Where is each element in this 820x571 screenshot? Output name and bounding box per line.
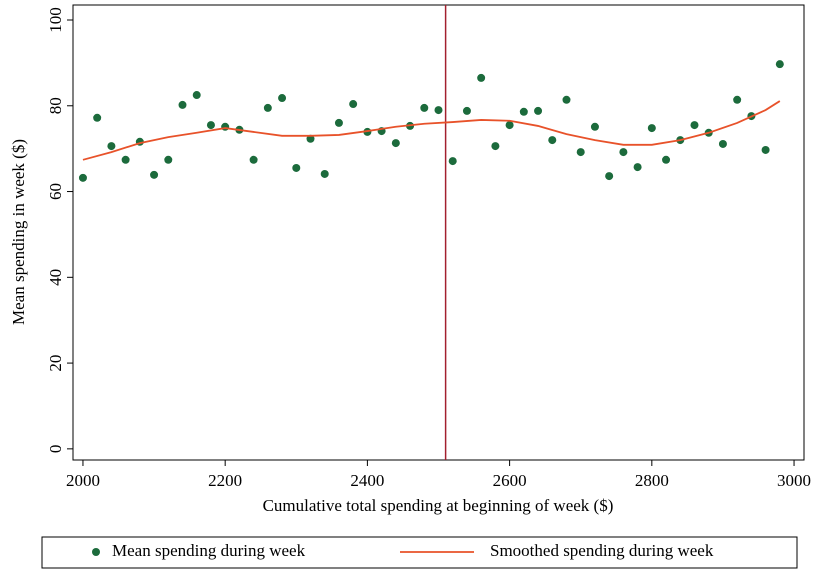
data-point xyxy=(164,155,173,164)
x-tick-label: 2000 xyxy=(66,471,100,490)
data-point xyxy=(278,94,287,103)
data-point xyxy=(448,157,457,166)
data-point xyxy=(320,169,329,178)
y-tick-label: 60 xyxy=(46,183,65,200)
data-point xyxy=(761,145,770,154)
data-point xyxy=(534,106,543,115)
data-point xyxy=(192,91,201,100)
y-tick-label: 100 xyxy=(46,7,65,32)
data-point xyxy=(462,106,471,115)
x-tick-label: 2200 xyxy=(208,471,242,490)
legend-label: Mean spending during week xyxy=(112,541,306,560)
data-point xyxy=(590,122,599,131)
data-point xyxy=(78,173,87,182)
legend-label: Smoothed spending during week xyxy=(490,541,714,560)
data-point xyxy=(775,60,784,69)
legend-box xyxy=(41,536,798,569)
data-point xyxy=(150,170,159,179)
y-tick-label: 0 xyxy=(46,445,65,454)
data-point xyxy=(206,121,215,130)
y-tick-label: 80 xyxy=(46,97,65,114)
x-tick-label: 2800 xyxy=(635,471,669,490)
data-point xyxy=(434,106,443,115)
data-point xyxy=(505,121,514,130)
data-point xyxy=(562,95,571,104)
plot-frame xyxy=(72,4,805,461)
data-point xyxy=(491,142,500,151)
data-point xyxy=(619,148,628,157)
data-point xyxy=(121,155,130,164)
data-point xyxy=(733,95,742,104)
data-point xyxy=(93,113,102,122)
data-point xyxy=(690,121,699,130)
data-point xyxy=(633,163,642,172)
data-point xyxy=(477,73,486,82)
data-point xyxy=(662,155,671,164)
y-axis-label: Mean spending in week ($) xyxy=(9,139,28,325)
data-point xyxy=(420,103,429,112)
data-point xyxy=(249,155,258,164)
x-tick-label: 3000 xyxy=(777,471,811,490)
data-point xyxy=(306,134,315,143)
x-tick-label: 2600 xyxy=(493,471,527,490)
data-point xyxy=(349,100,358,109)
data-point xyxy=(576,148,585,157)
smoothed-line xyxy=(82,100,781,161)
y-tick-label: 40 xyxy=(46,269,65,286)
y-tick-label: 20 xyxy=(46,355,65,372)
x-axis-label: Cumulative total spending at beginning o… xyxy=(263,496,614,515)
data-point xyxy=(519,107,528,116)
data-point xyxy=(178,100,187,109)
data-point xyxy=(107,142,116,151)
data-point xyxy=(263,103,272,112)
data-point xyxy=(548,136,557,145)
x-tick-label: 2400 xyxy=(350,471,384,490)
legend-marker xyxy=(92,548,100,556)
data-point xyxy=(718,139,727,148)
data-point xyxy=(391,139,400,148)
data-point xyxy=(221,122,230,131)
data-point xyxy=(292,163,301,172)
data-point xyxy=(605,172,614,181)
data-point xyxy=(334,118,343,127)
data-point xyxy=(647,124,656,133)
